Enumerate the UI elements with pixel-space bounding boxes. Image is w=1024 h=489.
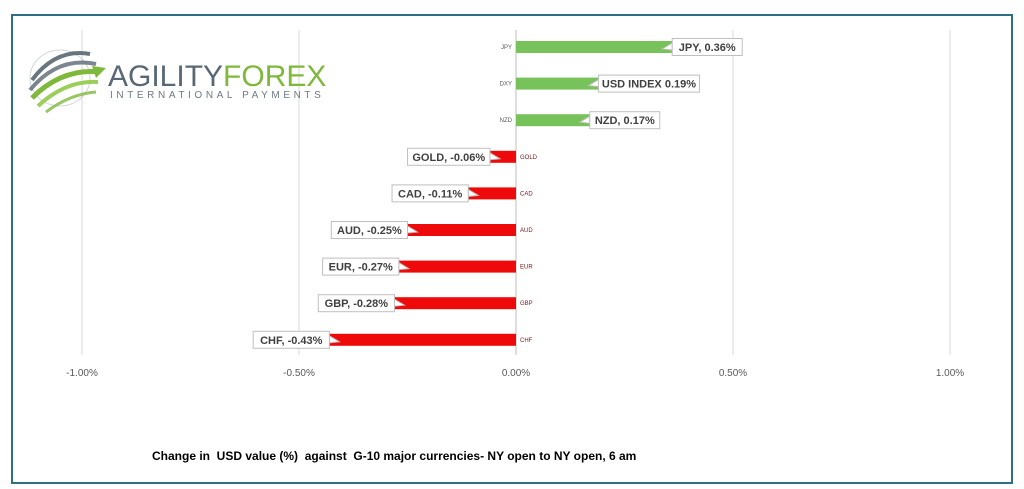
data-label-dxy: USD INDEX 0.19% (586, 74, 700, 93)
data-label-text: GOLD, -0.06% (412, 152, 485, 164)
bar-eur (398, 260, 516, 273)
logo-wordmark-primary: AGILITY (108, 60, 224, 93)
data-label-gold: GOLD, -0.06% (407, 147, 502, 166)
data-label-text: JPY, 0.36% (679, 42, 736, 54)
category-label: GOLD (520, 155, 538, 161)
category-label: AUD (520, 228, 533, 234)
data-label-text: CHF, -0.43% (260, 335, 323, 347)
x-tick-label: 1.00% (936, 368, 964, 379)
category-label: EUR (520, 265, 533, 271)
bars (329, 41, 673, 346)
category-label: NZD (500, 118, 513, 124)
data-label-text: EUR, -0.27% (329, 262, 393, 274)
category-label: GBP (520, 301, 533, 307)
bar-gbp (394, 297, 516, 310)
data-labels: JPY, 0.36% USD INDEX 0.19% NZD, 0.17% GOLD,… (252, 38, 743, 349)
data-label-chf: CHF, -0.43% (252, 330, 341, 349)
data-label-cad: CAD, -0.11% (391, 184, 480, 203)
data-label-text: NZD, 0.17% (595, 115, 655, 127)
data-label-box (589, 111, 661, 130)
data-label-box (597, 74, 700, 93)
data-label-box (252, 330, 330, 349)
bar-cad (468, 187, 516, 200)
data-label-nzd: NZD, 0.17% (578, 111, 661, 130)
logo-wordmark: AGILITYFOREX (108, 62, 326, 92)
x-tick-label: -1.00% (66, 368, 98, 379)
x-axis-tick-labels: -1.00% -0.50% 0.00% 0.50% 1.00% (66, 368, 964, 379)
logo-tagline: INTERNATIONAL PAYMENTS (110, 90, 325, 101)
category-label: CHF (520, 338, 533, 344)
bar-chf (329, 333, 516, 346)
x-tick-label: -0.50% (283, 368, 315, 379)
data-label-eur: EUR, -0.27% (322, 257, 411, 276)
data-label-gbp: GBP, -0.28% (317, 294, 407, 313)
bar-jpy (516, 41, 673, 53)
logo-wordmark-secondary: FOREX (223, 60, 327, 93)
x-tick-label: 0.00% (502, 368, 530, 379)
category-label: JPY (501, 45, 512, 51)
data-label-text: GBP, -0.28% (325, 298, 389, 310)
bar-dxy (516, 77, 599, 90)
bar-nzd (516, 114, 590, 127)
bar-aud (407, 224, 516, 236)
data-label-text: AUD, -0.25% (337, 225, 402, 237)
data-label-box (317, 294, 395, 313)
bar-gold (489, 150, 516, 163)
data-label-box (322, 257, 400, 276)
data-label-jpy: JPY, 0.36% (660, 38, 743, 56)
data-label-box (671, 38, 743, 56)
globe-swoosh-icon (28, 49, 106, 114)
data-label-text: USD INDEX 0.19% (602, 79, 696, 91)
agility-forex-logo: AGILITYFOREX INTERNATIONAL PAYMENTS (26, 40, 326, 115)
data-label-text: CAD, -0.11% (398, 188, 462, 200)
category-label: CAD (520, 191, 533, 197)
data-label-box (330, 221, 408, 239)
chart-caption: Change in USD value (%) against G-10 maj… (152, 449, 637, 463)
category-label: DXY (500, 82, 512, 88)
chart-frame (11, 14, 1013, 484)
x-tick-label: 0.50% (719, 368, 747, 379)
data-label-aud: AUD, -0.25% (330, 221, 420, 239)
category-labels: JPY DXY NZD GOLD CAD AUD EUR GBP CHF (500, 45, 538, 344)
data-label-box (391, 184, 469, 203)
data-label-box (407, 147, 491, 166)
